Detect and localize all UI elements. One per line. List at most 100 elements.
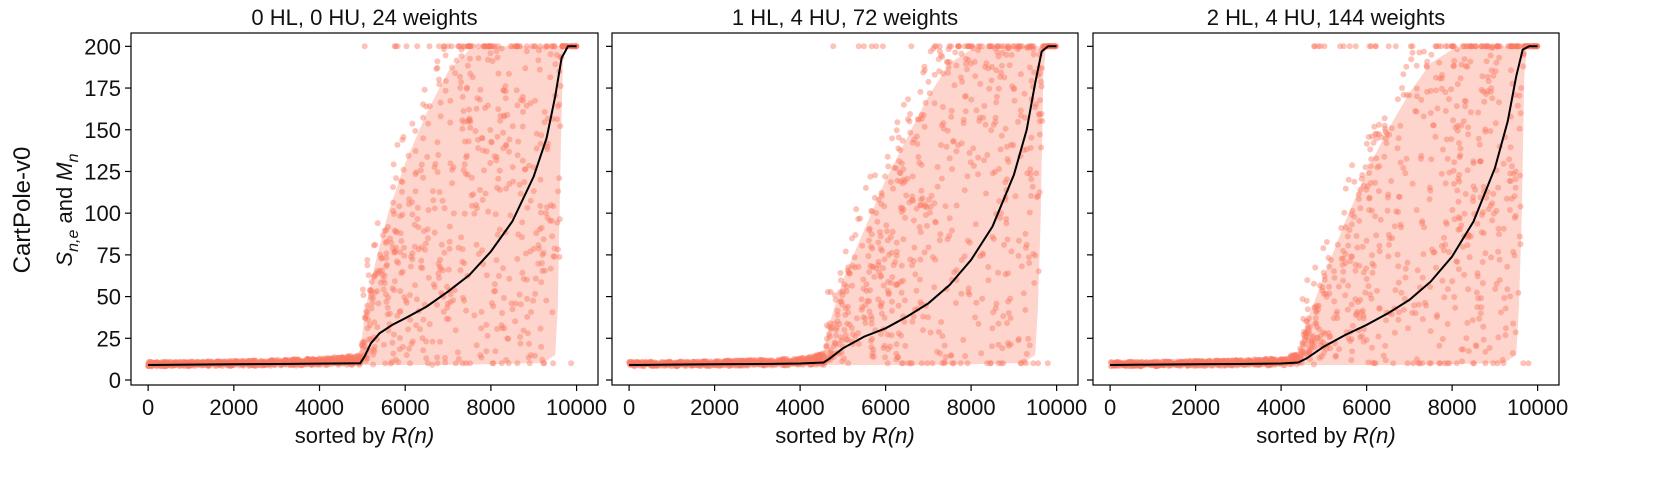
scatter-point [1418,96,1425,103]
scatter-point [503,141,510,148]
scatter-point [393,258,400,265]
scatter-point [296,358,303,365]
scatter-point [543,210,549,216]
scatter-point [842,305,849,312]
scatter-point [1291,352,1298,359]
scatter-point [403,43,410,50]
scatter-point [391,249,398,256]
scatter-point [341,354,348,361]
scatter-point [1375,333,1382,340]
scatter-point [901,318,908,325]
scatter-point [962,108,969,115]
scatter-point [483,348,490,355]
scatter-point [362,357,369,364]
scatter-point [316,357,323,364]
scatter-point [890,262,897,269]
scatter-point [494,231,501,238]
scatter-point [958,290,965,297]
scatter-point [1484,73,1491,80]
scatter-point [840,288,846,295]
scatter-point [441,205,448,212]
scatter-point [899,204,906,211]
scatter-point [897,278,904,285]
scatter-point [250,357,257,364]
scatter-point [1279,356,1286,363]
scatter-point [506,148,512,155]
scatter-point [761,357,768,364]
scatter-point [1219,357,1226,364]
scatter-point [942,354,949,360]
scatter-point [992,168,998,175]
x-tick-label: 10000 [1507,395,1568,420]
scatter-point [1433,74,1439,81]
scatter-point [1512,92,1519,98]
scatter-point [409,250,416,257]
scatter-point [1010,43,1017,50]
scatter-point [795,356,801,363]
scatter-point [491,153,498,160]
scatter-point [501,112,508,119]
scatter-point [523,102,530,109]
scatter-point [436,189,443,195]
scatter-point [1138,358,1145,365]
scatter-point [1420,251,1427,258]
scatter-point [425,274,432,281]
scatter-point [928,192,935,199]
scatter-point [1457,145,1464,152]
scatter-point [344,356,351,363]
scatter-point [792,357,799,364]
scatter-point [1113,359,1120,366]
scatter-point [1410,360,1417,367]
scatter-point [1508,67,1514,74]
scatter-point [1516,233,1523,240]
scatter-point [907,111,914,117]
scatter-point [1358,175,1365,182]
scatter-point [820,350,827,356]
scatter-point [360,338,367,345]
scatter-point [1015,252,1022,259]
scatter-point [857,215,864,222]
scatter-point [977,253,983,260]
scatter-point [390,184,397,191]
scatter-point [394,141,401,148]
scatter-point [931,43,938,50]
scatter-point [812,353,819,360]
scatter-point [884,287,891,294]
scatter-point [645,359,652,366]
y-tick-label: 50 [97,285,121,310]
scatter-point [898,360,905,367]
scatter-point [939,360,946,367]
scatter-point [374,324,381,331]
scatter-point [810,353,817,360]
scatter-point [1358,309,1365,316]
scatter-point [1253,356,1260,363]
scatter-point [522,65,529,72]
scatter-point [897,147,904,154]
scatter-point [1513,43,1520,50]
scatter-point [1261,356,1268,363]
scatter-point [1427,87,1434,94]
scatter-point [1512,168,1519,175]
scatter-point [938,319,945,325]
scatter-point [1028,176,1035,183]
scatter-point [1313,302,1320,309]
scatter-point [975,43,982,50]
scatter-point [1505,43,1512,50]
scatter-point [361,339,368,346]
scatter-point [1028,134,1035,141]
scatter-point [833,332,840,339]
scatter-point [1311,43,1318,50]
scatter-point [415,224,422,231]
scatter-point [1351,213,1358,220]
scatter-point [880,345,887,351]
scatter-point [739,357,746,364]
scatter-point [398,270,405,276]
scatter-point [499,310,506,316]
scatter-point [791,355,798,362]
scatter-point [405,152,412,159]
scatter-point [547,51,554,58]
scatter-point [1493,43,1500,50]
scatter-point [355,353,362,359]
scatter-point [381,227,388,234]
scatter-point [320,355,326,362]
